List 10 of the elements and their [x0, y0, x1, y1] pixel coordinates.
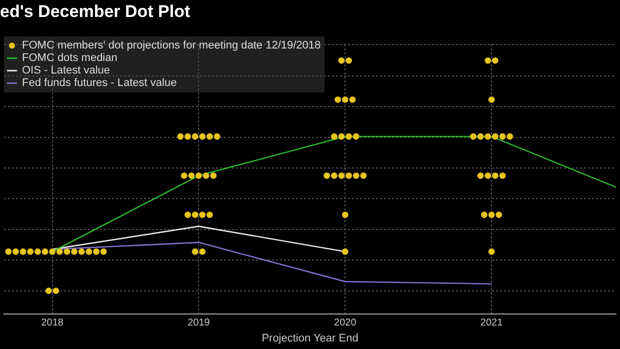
x-tick-label: 2021: [480, 318, 504, 329]
legend-label: OIS - Latest value: [22, 64, 110, 77]
x-tick-label: 2018: [41, 318, 64, 329]
chart-title: ed's December Dot Plot: [0, 2, 190, 21]
legend-label: Fed funds futures - Latest value: [22, 77, 177, 90]
x-tick-label: 2019: [188, 318, 210, 329]
legend-label: FOMC members' dot projections for meeting date 12/19/2018: [22, 40, 321, 52]
x-axis-title: Projection Year End: [262, 332, 358, 344]
x-tick-label: 2020: [334, 318, 357, 329]
legend-label: FOMC dots median: [22, 52, 118, 64]
